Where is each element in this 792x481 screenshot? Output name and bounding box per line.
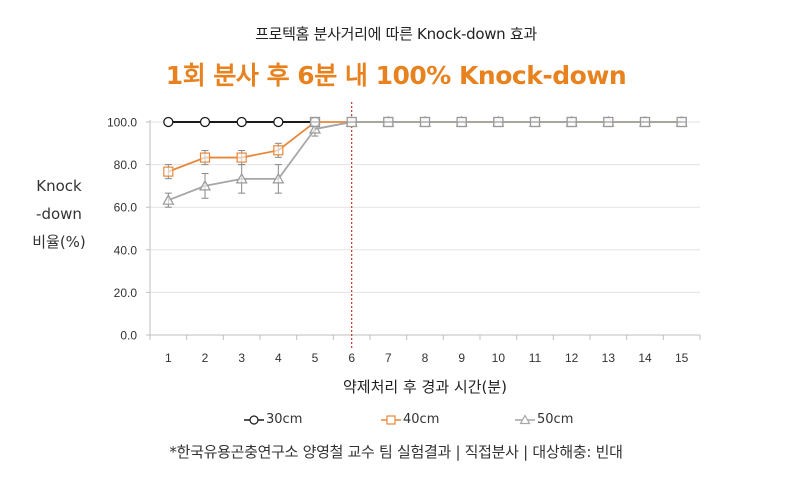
triangle-marker-icon [162, 193, 175, 205]
chart-title: 1회 분사 후 6분 내 100% Knock-down [165, 61, 627, 90]
triangle-marker-icon [235, 172, 248, 184]
x-tick-label: 5 [312, 351, 319, 365]
y-tick-label: 60.0 [114, 201, 138, 215]
y-tick-label: 40.0 [114, 243, 138, 257]
legend-item-50cm[interactable]: 50cm [515, 412, 573, 427]
x-tick-label: 13 [602, 351, 616, 365]
gridlines [150, 121, 700, 293]
x-tick-label: 11 [529, 351, 542, 365]
y-axis-label-line-1: Knock [36, 177, 82, 195]
x-tick-label: 1 [165, 351, 172, 365]
y-tick-labels: 0.0 20.0 40.0 60.0 80.0 100.0 [107, 116, 137, 343]
circle-marker-icon [273, 116, 284, 128]
square-marker-icon [236, 152, 247, 163]
circle-marker-icon [199, 116, 211, 128]
y-axis-label-line-3: 비율(%) [32, 233, 86, 251]
x-tick-label: 2 [202, 351, 209, 365]
y-axis-label-line-2: -down [36, 205, 82, 223]
legend-item-30cm[interactable]: 30cm [244, 412, 302, 427]
triangle-marker-icon [272, 172, 285, 184]
x-axis-label: 약제처리 후 경과 시간(분) [342, 378, 507, 396]
x-tick-label: 3 [238, 351, 245, 365]
x-tick-label: 6 [348, 351, 355, 365]
x-tick-label: 4 [275, 351, 282, 365]
series-30cm [163, 116, 321, 128]
x-tick-label: 7 [385, 351, 392, 365]
circle-marker-icon [236, 116, 247, 128]
x-tick-label: 12 [565, 351, 579, 365]
x-tick-label: 8 [422, 351, 429, 365]
y-tick-label: 20.0 [114, 286, 138, 300]
square-marker-icon [273, 145, 284, 156]
y-tick-label: 80.0 [114, 158, 138, 172]
x-tick-label: 14 [638, 351, 652, 365]
footnote: *한국유용곤충연구소 양영철 교수 팀 실험결과 | 직접분사 | 대상해충: … [169, 443, 623, 461]
axes [146, 120, 701, 340]
legend: 30cm 40cm 50cm [0, 412, 792, 432]
circle-marker-icon [163, 116, 174, 128]
x-tick-label: 9 [458, 351, 465, 365]
triangle-marker-icon [198, 179, 212, 191]
legend-label-50cm: 50cm [537, 412, 574, 427]
legend-item-40cm[interactable]: 40cm [381, 412, 439, 427]
y-axis-label: Knock -down 비율(%) [18, 172, 100, 256]
legend-label-40cm: 40cm [403, 412, 440, 427]
chart-subtitle: 프로텍홈 분사거리에 따른 Knock-down 효과 [255, 25, 537, 43]
x-tick-label: 10 [492, 351, 506, 365]
triangle-marker-icon [515, 413, 535, 424]
data-series [162, 115, 688, 208]
square-marker-icon [163, 166, 174, 177]
x-tick-label: 15 [675, 351, 689, 365]
circle-marker-icon [244, 414, 264, 425]
square-marker-icon [199, 152, 211, 163]
y-tick-label: 0.0 [120, 329, 137, 343]
y-tick-label: 100.0 [107, 116, 137, 130]
x-tick-labels: 1 2 3 4 5 6 7 8 9 10 11 12 13 14 15 [165, 351, 689, 365]
square-marker-icon [381, 414, 401, 425]
legend-label-30cm: 30cm [266, 412, 303, 427]
